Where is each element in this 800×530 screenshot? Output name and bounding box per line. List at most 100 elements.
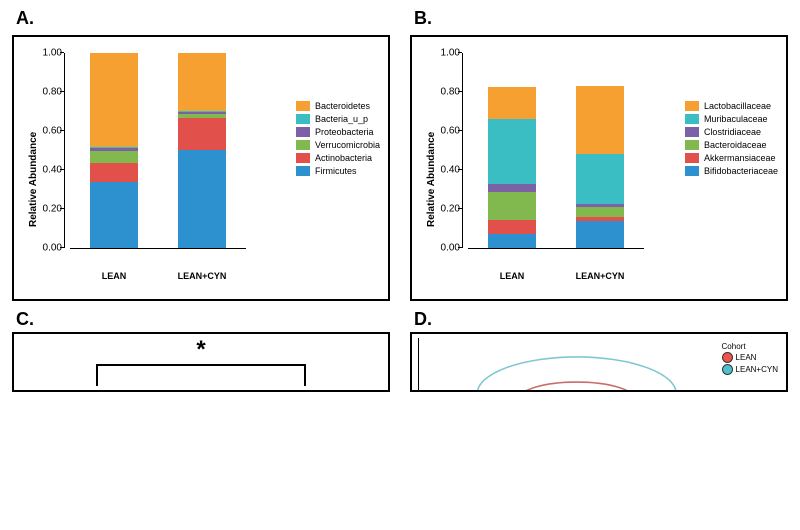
legend-item-firmicutes: Firmicutes bbox=[296, 166, 380, 176]
segment-bifidobacteriaceae bbox=[488, 234, 536, 248]
chart-a-legend: Bacteroidetes Bacteria_u_p Proteobacteria V… bbox=[296, 101, 380, 179]
legend-swatch bbox=[296, 166, 310, 176]
ytick-mark bbox=[458, 130, 462, 131]
panel-c-label: C. bbox=[16, 309, 390, 330]
chart-a-yaxis bbox=[64, 53, 65, 248]
panel-d-label: D. bbox=[414, 309, 788, 330]
panel-c: C. * bbox=[12, 309, 390, 392]
segment-bacteroidaceae bbox=[576, 207, 624, 217]
bar-lean bbox=[488, 87, 536, 248]
legend-swatch bbox=[685, 153, 699, 163]
cohort-item-leancyn: LEAN+CYN bbox=[722, 364, 778, 375]
chart-c-box: * bbox=[12, 332, 390, 392]
ytick-mark bbox=[60, 52, 64, 53]
ytick-label: 0.40 bbox=[430, 165, 460, 176]
chart-a-xaxis bbox=[70, 248, 246, 249]
cohort-label: LEAN bbox=[736, 353, 757, 362]
legend-item-muribaculaceae: Muribaculaceae bbox=[685, 114, 778, 124]
chart-b-box: Relative Abundance 0.000.200.400.600.801… bbox=[410, 35, 788, 301]
legend-label: Proteobacteria bbox=[315, 127, 374, 137]
chart-a-xlabels: LEAN LEAN+CYN bbox=[70, 271, 246, 281]
cohort-legend-title: Cohort bbox=[722, 342, 778, 351]
segment-clostridiaceae bbox=[488, 184, 536, 193]
ytick-mark bbox=[458, 169, 462, 170]
xlabel-b-lean: LEAN bbox=[482, 271, 542, 281]
chart-d-box: Cohort LEAN LEAN+CYN bbox=[410, 332, 788, 392]
ytick-label: 0.00 bbox=[430, 243, 460, 254]
ytick-label: 0.20 bbox=[32, 204, 62, 215]
xlabel-lean: LEAN bbox=[84, 271, 144, 281]
legend-item-proteobacteria: Proteobacteria bbox=[296, 127, 380, 137]
panel-b-label: B. bbox=[414, 8, 788, 29]
legend-label: Bacteria_u_p bbox=[315, 114, 368, 124]
segment-bacteroidaceae bbox=[488, 192, 536, 219]
legend-swatch bbox=[296, 140, 310, 150]
legend-swatch bbox=[685, 127, 699, 137]
segment-firmicutes bbox=[90, 182, 138, 248]
chart-b-yaxis bbox=[462, 53, 463, 248]
legend-label: Verrucomicrobia bbox=[315, 140, 380, 150]
ytick-mark bbox=[458, 247, 462, 248]
ytick-label: 1.00 bbox=[430, 48, 460, 59]
cohort-dot bbox=[722, 352, 733, 363]
ytick-label: 0.40 bbox=[32, 165, 62, 176]
chart-d-yaxis-hint bbox=[418, 338, 419, 392]
legend-label: Firmicutes bbox=[315, 166, 357, 176]
legend-swatch bbox=[685, 101, 699, 111]
xlabel-b-leancyn: LEAN+CYN bbox=[570, 271, 630, 281]
chart-b-xlabels: LEAN LEAN+CYN bbox=[468, 271, 644, 281]
legend-item-bacteroidaceae: Bacteroidaceae bbox=[685, 140, 778, 150]
cohort-dot bbox=[722, 364, 733, 375]
ytick-mark bbox=[458, 52, 462, 53]
ytick-mark bbox=[458, 91, 462, 92]
segment-lactobacillaceae bbox=[488, 87, 536, 119]
legend-swatch bbox=[685, 140, 699, 150]
chart-b-xaxis bbox=[468, 248, 644, 249]
legend-item-bifidobacteriaceae: Bifidobacteriaceae bbox=[685, 166, 778, 176]
significance-star: * bbox=[196, 336, 205, 364]
chart-d-ellipses bbox=[472, 336, 681, 392]
legend-label: Bacteroidaceae bbox=[704, 140, 767, 150]
ytick-mark bbox=[458, 208, 462, 209]
significance-bracket bbox=[96, 364, 305, 386]
legend-item-lactobacillaceae: Lactobacillaceae bbox=[685, 101, 778, 111]
legend-swatch bbox=[296, 127, 310, 137]
legend-item-actinobacteria: Actinobacteria bbox=[296, 153, 380, 163]
ytick-label: 0.00 bbox=[32, 243, 62, 254]
ytick-label: 0.80 bbox=[430, 87, 460, 98]
ytick-mark bbox=[60, 130, 64, 131]
ytick-mark bbox=[60, 169, 64, 170]
legend-label: Muribaculaceae bbox=[704, 114, 768, 124]
legend-item-bacteroidetes: Bacteroidetes bbox=[296, 101, 380, 111]
segment-muribaculaceae bbox=[488, 119, 536, 183]
legend-label: Bifidobacteriaceae bbox=[704, 166, 778, 176]
legend-label: Lactobacillaceae bbox=[704, 101, 771, 111]
bar-leancyn bbox=[178, 53, 226, 248]
ytick-label: 0.20 bbox=[430, 204, 460, 215]
ytick-label: 1.00 bbox=[32, 48, 62, 59]
segment-bacteroidetes bbox=[178, 53, 226, 111]
chart-b-legend: LactobacillaceaeMuribaculaceaeClostridia… bbox=[685, 101, 778, 179]
legend-swatch bbox=[685, 114, 699, 124]
legend-label: Actinobacteria bbox=[315, 153, 372, 163]
legend-item-bacteria_u_p: Bacteria_u_p bbox=[296, 114, 380, 124]
legend-label: Bacteroidetes bbox=[315, 101, 370, 111]
ytick-label: 0.60 bbox=[32, 126, 62, 137]
ytick-mark bbox=[60, 91, 64, 92]
ytick-label: 0.80 bbox=[32, 87, 62, 98]
segment-actinobacteria bbox=[178, 118, 226, 149]
legend-item-akkermansiaceae: Akkermansiaceae bbox=[685, 153, 778, 163]
chart-a-bars bbox=[70, 53, 246, 248]
legend-swatch bbox=[296, 153, 310, 163]
legend-label: Akkermansiaceae bbox=[704, 153, 776, 163]
panel-b: B. Relative Abundance 0.000.200.400.600.… bbox=[410, 8, 788, 301]
segment-lactobacillaceae bbox=[576, 86, 624, 154]
legend-swatch bbox=[296, 101, 310, 111]
ytick-mark bbox=[60, 208, 64, 209]
segment-actinobacteria bbox=[90, 163, 138, 182]
segment-muribaculaceae bbox=[576, 154, 624, 204]
ytick-label: 0.60 bbox=[430, 126, 460, 137]
ytick-mark bbox=[60, 247, 64, 248]
panel-a: A. Relative Abundance 0.000.200.400.600.… bbox=[12, 8, 390, 301]
cohort-item-lean: LEAN bbox=[722, 352, 778, 363]
